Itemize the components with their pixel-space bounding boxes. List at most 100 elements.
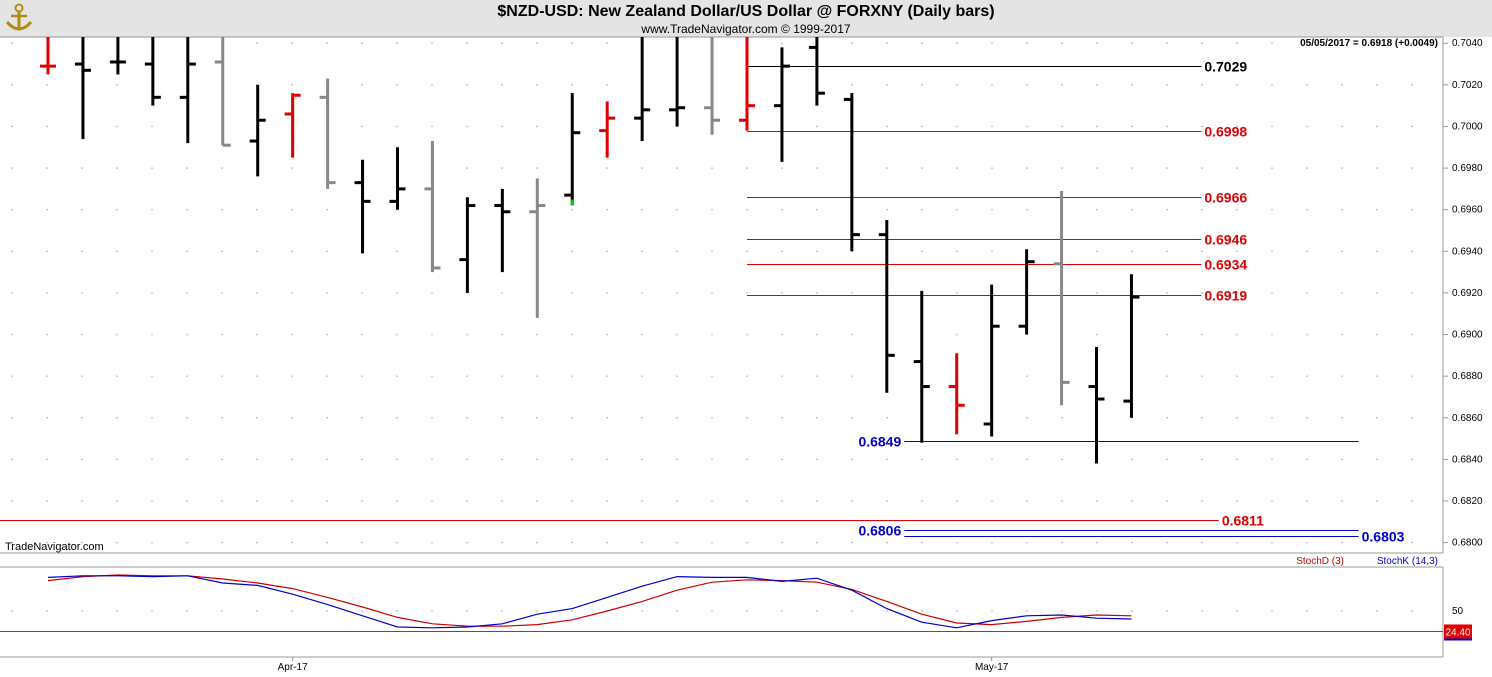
price-grid-dot bbox=[1341, 42, 1343, 44]
price-grid-dot bbox=[606, 375, 608, 377]
stoch-y-tick-label: 50 bbox=[1452, 606, 1464, 617]
price-grid-dot bbox=[606, 42, 608, 44]
price-grid-dot bbox=[536, 125, 538, 128]
price-y-tick-label: 0.7000 bbox=[1452, 121, 1483, 132]
price-y-tick-label: 0.6820 bbox=[1452, 496, 1483, 507]
price-grid-dot bbox=[361, 417, 363, 419]
price-grid-dot bbox=[851, 333, 853, 336]
price-grid-dot bbox=[886, 500, 888, 502]
price-grid-dot bbox=[1306, 333, 1308, 336]
price-grid-dot bbox=[956, 500, 958, 502]
stoch-grid-dot bbox=[921, 610, 923, 612]
price-grid-dot bbox=[291, 375, 293, 377]
ohlc-bar bbox=[284, 93, 301, 158]
price-grid-dot bbox=[256, 292, 258, 294]
price-grid-dot bbox=[1166, 250, 1168, 253]
price-grid-dot bbox=[1201, 333, 1203, 336]
price-grid-dot bbox=[501, 167, 503, 169]
price-grid-dot bbox=[711, 167, 713, 169]
price-grid-dot bbox=[1411, 458, 1413, 461]
price-grid-dot bbox=[1341, 250, 1343, 253]
legend-stochK: StochK (14,3) bbox=[1377, 556, 1438, 567]
price-grid-dot bbox=[326, 417, 328, 419]
price-grid-dot bbox=[81, 292, 83, 294]
price-grid-dot bbox=[1411, 208, 1413, 211]
stoch-grid-dot bbox=[1096, 610, 1098, 612]
price-grid-dot bbox=[781, 458, 783, 461]
price-grid-dot bbox=[11, 42, 13, 44]
price-grid-dot bbox=[816, 250, 818, 253]
price-grid-dot bbox=[326, 292, 328, 294]
price-grid-dot bbox=[151, 250, 153, 253]
stoch-last-label: 24.40 bbox=[1445, 627, 1470, 638]
price-grid-dot bbox=[1376, 333, 1378, 336]
price-grid-dot bbox=[81, 375, 83, 377]
level-label: 0.6803 bbox=[1362, 529, 1405, 545]
price-grid-dot bbox=[291, 208, 293, 211]
price-grid-dot bbox=[1201, 375, 1203, 377]
price-grid-dot bbox=[501, 500, 503, 502]
price-grid-dot bbox=[151, 167, 153, 169]
stoch-grid-dot bbox=[361, 610, 363, 612]
price-grid-dot bbox=[781, 250, 783, 253]
price-grid-dot bbox=[956, 250, 958, 253]
price-grid-dot bbox=[571, 250, 573, 253]
price-grid-dot bbox=[186, 458, 188, 461]
price-grid-dot bbox=[466, 500, 468, 502]
price-grid-dot bbox=[851, 42, 853, 44]
price-grid-dot bbox=[816, 292, 818, 294]
price-grid-dot bbox=[151, 125, 153, 128]
price-grid-dot bbox=[396, 541, 398, 544]
price-grid-dot bbox=[536, 42, 538, 44]
price-grid-dot bbox=[396, 500, 398, 502]
price-grid-dot bbox=[396, 458, 398, 461]
price-grid-dot bbox=[816, 541, 818, 544]
stoch-grid-dot bbox=[116, 610, 118, 612]
stoch-grid-dot bbox=[1306, 610, 1308, 612]
last-quote: 05/05/2017 = 0.6918 (+0.0049) bbox=[1300, 38, 1438, 49]
price-grid-dot bbox=[1096, 500, 1098, 502]
watermark: TradeNavigator.com bbox=[5, 541, 104, 553]
price-grid-dot bbox=[571, 417, 573, 419]
price-grid-dot bbox=[886, 42, 888, 44]
price-grid-dot bbox=[11, 84, 13, 86]
price-grid-dot bbox=[781, 541, 783, 544]
price-grid-dot bbox=[641, 375, 643, 377]
ohlc-bar bbox=[74, 37, 91, 139]
price-grid-dot bbox=[781, 208, 783, 211]
price-grid-dot bbox=[1131, 250, 1133, 253]
price-grid-dot bbox=[1026, 458, 1028, 461]
ohlc-bar bbox=[319, 78, 336, 189]
price-grid-dot bbox=[1026, 500, 1028, 502]
x-axis: Apr-17 May-17 bbox=[278, 657, 1009, 673]
price-grid-dot bbox=[116, 417, 118, 419]
price-grid-dot bbox=[1061, 84, 1063, 86]
price-grid-dot bbox=[1061, 458, 1063, 461]
price-y-tick-label: 0.6860 bbox=[1452, 413, 1483, 424]
price-grid-dot bbox=[746, 458, 748, 461]
price-grid-dot bbox=[1341, 500, 1343, 502]
price-grid-dot bbox=[641, 500, 643, 502]
price-grid-dot bbox=[711, 208, 713, 211]
price-grid-dot bbox=[886, 125, 888, 128]
price-grid-dot bbox=[1376, 375, 1378, 377]
price-grid-dot bbox=[396, 292, 398, 294]
price-grid-dot bbox=[116, 333, 118, 336]
price-grid-dot bbox=[746, 167, 748, 169]
level-label: 0.6806 bbox=[858, 523, 901, 539]
price-y-axis: 0.6800 0.6820 0.6840 0.6860 0.6880 0.6900 0.69… bbox=[1443, 38, 1483, 549]
price-grid-dot bbox=[1306, 541, 1308, 544]
price-grid-dot bbox=[1236, 250, 1238, 253]
anchor-logo-icon bbox=[5, 3, 33, 31]
stoch-grid-dot bbox=[396, 610, 398, 612]
price-y-tick-label: 0.6800 bbox=[1452, 538, 1483, 549]
ohlc-bar bbox=[1088, 347, 1105, 464]
price-grid-dot bbox=[921, 500, 923, 502]
price-y-tick-label: 0.6840 bbox=[1452, 454, 1483, 465]
price-grid-dot bbox=[291, 417, 293, 419]
price-grid-dot bbox=[1061, 541, 1063, 544]
price-grid-dot bbox=[746, 208, 748, 211]
price-grid-dot bbox=[571, 333, 573, 336]
price-grid-dot bbox=[921, 541, 923, 544]
